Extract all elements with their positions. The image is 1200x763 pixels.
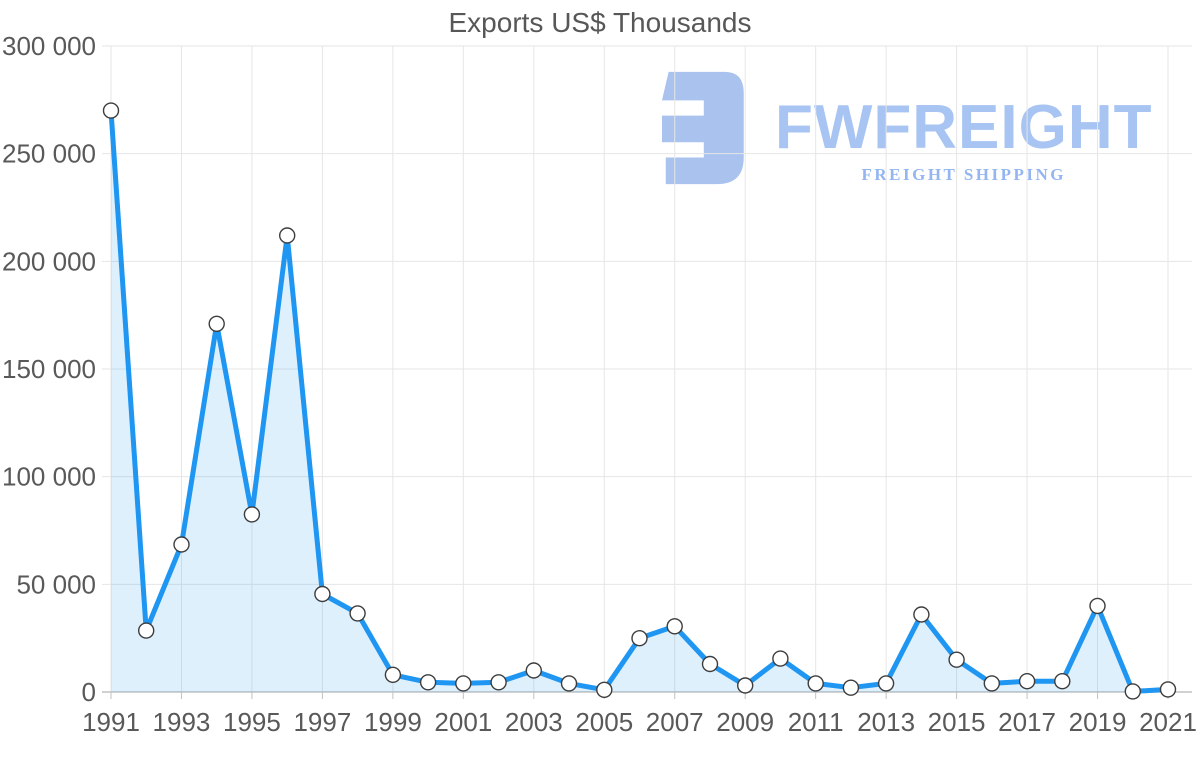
x-axis-label: 2003 [505,707,563,737]
data-point-2011 [807,675,824,692]
data-point-2005 [596,681,613,698]
data-point-2007 [666,618,683,635]
y-axis-label: 50 000 [16,569,96,599]
x-axis-label: 2009 [716,707,774,737]
brand-name: FWFREIGHT [775,93,1153,162]
data-point-1996 [279,227,296,244]
data-point-1998 [349,605,366,622]
data-point-1995 [243,506,261,523]
data-point-2012 [842,679,860,696]
data-point-1994 [208,315,225,332]
x-axis-label: 2007 [646,707,704,737]
data-point-2001 [455,675,472,692]
data-point-1997 [314,585,331,603]
data-point-1993 [173,536,190,553]
data-point-2015 [948,651,965,668]
area-fill [111,110,1168,693]
data-point-2006 [631,630,648,647]
data-point-2020 [1124,683,1142,700]
data-point-1991 [102,102,120,119]
data-point-1992 [137,622,155,639]
data-point-2016 [983,675,1000,692]
data-point-2014 [913,606,930,623]
data-point-2004 [560,675,578,692]
x-axis-label: 2005 [575,707,633,737]
y-axis-label: 250 000 [2,139,96,169]
x-axis-label: 2017 [998,707,1056,737]
x-axis-label: 2021 [1139,707,1197,737]
y-axis-label: 150 000 [2,354,96,384]
data-point-2009 [737,677,754,694]
data-point-2002 [490,674,507,691]
x-axis-label: 1991 [82,707,140,737]
data-point-2010 [772,650,789,667]
data-point-1999 [384,666,402,683]
data-point-2013 [877,675,895,692]
y-axis-label: 0 [82,677,96,707]
chart-title: Exports US$ Thousands [448,7,752,38]
x-axis-label: 1995 [223,707,281,737]
x-axis-label: 2019 [1069,707,1127,737]
x-axis-label: 2001 [434,707,492,737]
data-point-2008 [701,655,719,673]
fwfreight-logo-icon [648,70,752,186]
brand-text-block: FWFREIGHT FREIGHT SHIPPING [775,97,1153,185]
data-point-2021 [1159,681,1177,698]
y-axis-label: 300 000 [2,31,96,61]
data-point-2018 [1054,673,1071,690]
y-axis-label: 100 000 [2,462,96,492]
data-point-2000 [419,674,437,691]
brand-tagline: FREIGHT SHIPPING [861,165,1067,184]
x-axis-label: 2011 [788,707,844,737]
x-axis-label: 1999 [364,707,422,737]
x-axis-label: 2015 [928,707,986,737]
x-axis-label: 1993 [153,707,211,737]
brand-watermark: FWFREIGHT FREIGHT SHIPPING [648,70,1153,186]
x-axis-label: 1997 [293,707,351,737]
data-point-2019 [1089,597,1106,615]
data-point-2003 [525,662,542,679]
data-point-2017 [1018,673,1036,690]
y-axis-label: 200 000 [2,246,96,276]
x-axis-label: 2013 [857,707,915,737]
